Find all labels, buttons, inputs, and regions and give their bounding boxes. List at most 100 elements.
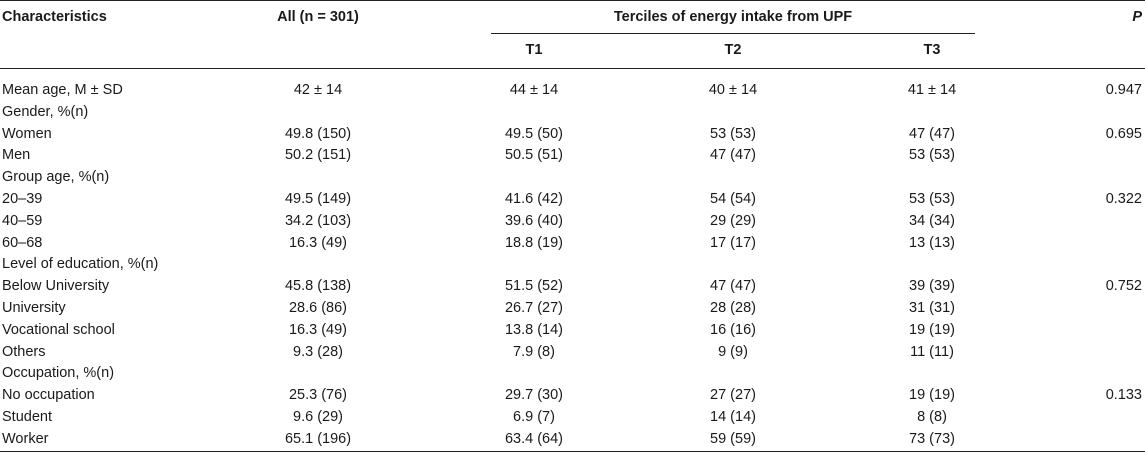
cell-label: Mean age, M ± SD [2, 82, 123, 98]
cell-t1: 39.6 (40) [504, 212, 564, 229]
cell-t3: 73 (73) [909, 430, 955, 447]
cell-t1: 51.5 (52) [504, 278, 564, 295]
cell-t1: 26.7 (27) [504, 300, 564, 316]
cell-t3: 31 (31) [909, 300, 955, 316]
cell-all: 65.1 (196) [284, 430, 352, 447]
header-bottom-rule [0, 68, 1145, 69]
cell-label: Women [2, 125, 52, 142]
cell-label: Others [2, 343, 46, 360]
cell-all: 16.3 (49) [288, 321, 348, 338]
cell-label: Group age, %(n) [2, 169, 110, 186]
cell-t1: 41.6 (42) [504, 191, 564, 207]
cell-all: 49.5 (149) [284, 191, 352, 207]
cell-t3: 11 (11) [910, 343, 954, 360]
cell-t2: 54 (54) [710, 191, 756, 207]
cell-t1: 7.9 (8) [513, 343, 555, 360]
cell-all: 28.6 (86) [288, 300, 348, 316]
cell-label: Occupation, %(n) [2, 365, 115, 382]
cell-t1: 29.7 (30) [504, 387, 564, 404]
cell-label: No occupation [2, 387, 95, 404]
cell-t1: 44 ± 14 [509, 82, 559, 98]
cell-t3: 34 (34) [909, 212, 955, 229]
terciles-span-rule [491, 33, 975, 34]
cell-t2: 47 (47) [710, 278, 756, 295]
header-p: P [1132, 9, 1142, 25]
table-row: Men 50.2 (151) 50.5 (51) 47 (47) 53 (53) [0, 144, 1145, 166]
cell-t2: 14 (14) [710, 409, 756, 425]
cell-t3: 19 (19) [909, 387, 955, 404]
cell-t3: 19 (19) [909, 321, 955, 338]
cell-t3: 47 (47) [909, 125, 955, 142]
cell-t3: 41 ± 14 [907, 82, 957, 98]
cell-label: Men [2, 147, 31, 164]
cell-t2: 47 (47) [710, 147, 756, 164]
cell-t3: 53 (53) [909, 191, 955, 207]
cell-t2: 29 (29) [710, 212, 756, 229]
cell-p: 0.133 [1105, 387, 1142, 404]
cell-t2: 28 (28) [710, 300, 756, 316]
table-row: Student 9.6 (29) 6.9 (7) 14 (14) 8 (8) [0, 406, 1145, 428]
table-row: Worker 65.1 (196) 63.4 (64) 59 (59) 73 (73) [0, 428, 1145, 450]
table-row: 40–59 34.2 (103) 39.6 (40) 29 (29) 34 (34) [0, 210, 1145, 232]
cell-all: 50.2 (151) [284, 147, 352, 164]
cell-label: Gender, %(n) [2, 103, 89, 120]
cell-t1: 63.4 (64) [504, 430, 564, 447]
header-t2: T2 [724, 42, 742, 58]
table-row: 20–39 49.5 (149) 41.6 (42) 54 (54) 53 (53) 0.… [0, 188, 1145, 210]
cell-t2: 40 ± 14 [708, 82, 758, 98]
table-row: Occupation, %(n) [0, 362, 1145, 384]
table-row: Gender, %(n) [0, 101, 1145, 123]
cell-t1: 18.8 (19) [504, 234, 564, 251]
cell-all: 42 ± 14 [293, 82, 343, 98]
table-row: Vocational school 16.3 (49) 13.8 (14) 16 (1… [0, 319, 1145, 341]
cell-label: Worker [2, 430, 49, 447]
cell-label: University [2, 300, 66, 316]
cell-p: 0.947 [1105, 82, 1142, 98]
cell-label: Vocational school [2, 321, 115, 338]
table-row: Group age, %(n) [0, 166, 1145, 188]
header-t3: T3 [923, 42, 941, 58]
cell-label: Below University [2, 278, 110, 295]
cell-label: 40–59 [2, 212, 43, 229]
cell-label: Level of education, %(n) [2, 256, 159, 273]
cell-p: 0.322 [1105, 191, 1142, 207]
cell-label: Student [2, 409, 52, 425]
cell-p: 0.695 [1105, 125, 1142, 142]
cell-t1: 50.5 (51) [504, 147, 564, 164]
table-row: Women 49.8 (150) 49.5 (50) 53 (53) 47 (47) 0.… [0, 123, 1145, 145]
cell-t2: 17 (17) [710, 234, 756, 251]
table-row: Below University 45.8 (138) 51.5 (52) 47 (4… [0, 275, 1145, 297]
cell-t3: 8 (8) [917, 409, 947, 425]
cell-t2: 27 (27) [710, 387, 756, 404]
table-row: Level of education, %(n) [0, 253, 1145, 275]
cell-all: 9.3 (28) [293, 343, 343, 360]
table-row: Mean age, M ± SD 42 ± 14 44 ± 14 40 ± 14 41 … [0, 79, 1145, 101]
cell-label: 20–39 [2, 191, 43, 207]
cell-all: 45.8 (138) [284, 278, 352, 295]
cell-t1: 49.5 (50) [504, 125, 564, 142]
header-characteristics: Characteristics [2, 9, 107, 25]
header-t1: T1 [525, 42, 543, 58]
cell-t2: 9 (9) [718, 343, 748, 360]
cell-label: 60–68 [2, 234, 43, 251]
table-row: University 28.6 (86) 26.7 (27) 28 (28) 31 (3… [0, 297, 1145, 319]
header-terciles: Terciles of energy intake from UPF [613, 9, 853, 25]
cell-t1: 13.8 (14) [504, 321, 564, 338]
cell-t2: 59 (59) [710, 430, 756, 447]
table-bottom-rule [0, 451, 1145, 452]
cell-t2: 53 (53) [710, 125, 756, 142]
table-row: Others 9.3 (28) 7.9 (8) 9 (9) 11 (11) [0, 341, 1145, 363]
cell-t3: 13 (13) [909, 234, 955, 251]
cell-all: 25.3 (76) [288, 387, 348, 404]
table-row: 60–68 16.3 (49) 18.8 (19) 17 (17) 13 (13) [0, 232, 1145, 254]
header-all: All (n = 301) [277, 9, 359, 25]
cell-t2: 16 (16) [710, 321, 756, 338]
cell-t3: 53 (53) [909, 147, 955, 164]
cell-t1: 6.9 (7) [513, 409, 555, 425]
cell-all: 34.2 (103) [284, 212, 352, 229]
cell-p: 0.752 [1105, 278, 1142, 295]
cell-all: 49.8 (150) [284, 125, 352, 142]
cell-all: 9.6 (29) [293, 409, 343, 425]
table-row: No occupation 25.3 (76) 29.7 (30) 27 (27) 19… [0, 384, 1145, 406]
